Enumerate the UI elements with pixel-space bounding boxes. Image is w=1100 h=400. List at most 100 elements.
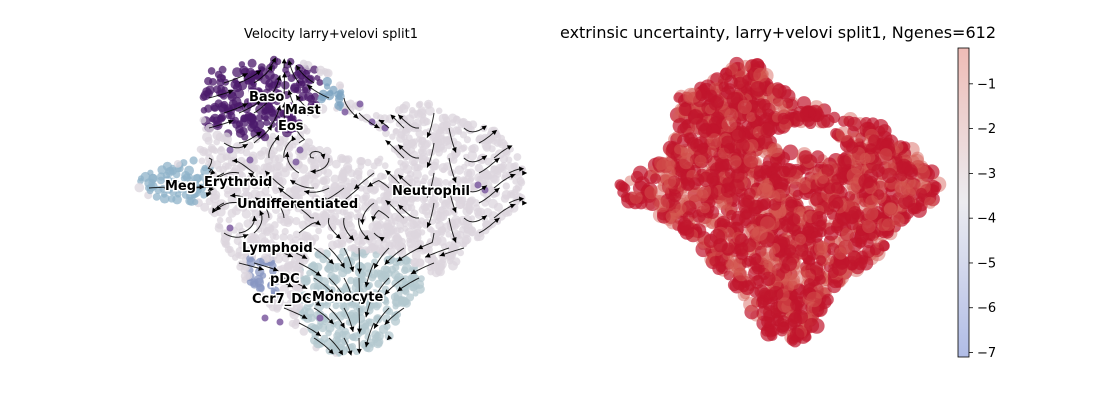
colorbar bbox=[957, 47, 970, 358]
cell-point bbox=[350, 244, 358, 252]
cell-point bbox=[255, 183, 262, 190]
velocity-arrowhead bbox=[398, 204, 404, 210]
cell-point bbox=[168, 186, 178, 196]
cell-point bbox=[196, 145, 205, 154]
uncertainty-point bbox=[831, 174, 842, 185]
uncertainty-point bbox=[882, 218, 895, 231]
cell-point bbox=[342, 293, 351, 302]
colorbar-tick-label: −6 bbox=[977, 301, 996, 316]
cell-point bbox=[467, 198, 474, 205]
cell-point bbox=[264, 223, 274, 232]
cell-point bbox=[291, 171, 299, 180]
cell-point bbox=[311, 195, 321, 205]
cell-point bbox=[298, 187, 307, 197]
velocity-arrowhead bbox=[491, 129, 498, 135]
velocity-arrowhead bbox=[357, 268, 362, 274]
velocity-arrowhead bbox=[296, 95, 301, 101]
cell-point bbox=[402, 220, 409, 228]
cluster-label-neutrophil: Neutrophil bbox=[392, 184, 470, 199]
cell-point bbox=[219, 165, 227, 174]
cell-point bbox=[337, 83, 344, 90]
cell-point bbox=[375, 238, 383, 246]
velocity-arrowhead bbox=[363, 234, 370, 241]
cell-point bbox=[393, 168, 404, 178]
cell-point bbox=[451, 151, 459, 159]
velocity-arrowhead bbox=[284, 152, 290, 158]
cell-point bbox=[338, 268, 348, 278]
velocity-streamline bbox=[392, 116, 405, 129]
cell-point bbox=[300, 275, 311, 286]
cell-point bbox=[286, 204, 293, 212]
cell-point bbox=[342, 199, 352, 209]
uncertainty-point bbox=[697, 143, 709, 155]
velocity-arrowhead bbox=[282, 102, 287, 108]
cell-point bbox=[226, 146, 234, 154]
right-plot-title: extrinsic uncertainty, larry+velovi spli… bbox=[560, 23, 996, 42]
cell-point bbox=[225, 216, 233, 224]
velocity-arrowhead bbox=[359, 219, 365, 225]
cell-point bbox=[362, 323, 368, 330]
cell-point bbox=[391, 234, 400, 243]
velocity-arrowhead bbox=[338, 349, 343, 356]
cell-point bbox=[200, 191, 208, 199]
cell-point bbox=[251, 209, 260, 218]
cell-point bbox=[463, 136, 471, 144]
velocity-arrowhead bbox=[417, 244, 424, 250]
cell-point bbox=[279, 109, 288, 118]
uncertainty-point bbox=[663, 174, 677, 188]
cell-point bbox=[276, 144, 284, 152]
uncertainty-point bbox=[823, 226, 839, 241]
uncertainty-point bbox=[618, 181, 629, 192]
cell-point bbox=[301, 231, 312, 242]
cell-point bbox=[192, 199, 199, 206]
cell-point bbox=[481, 199, 489, 207]
cell-point bbox=[297, 70, 307, 80]
uncertainty-point bbox=[734, 233, 749, 248]
velocity-arrowhead bbox=[287, 282, 293, 288]
velocity-arrowhead bbox=[451, 177, 457, 183]
uncertainty-point bbox=[827, 279, 842, 294]
uncertainty-point bbox=[771, 98, 787, 114]
cell-point bbox=[286, 234, 294, 241]
cell-point bbox=[341, 108, 349, 116]
cell-point bbox=[399, 296, 409, 306]
velocity-arrowhead bbox=[385, 200, 391, 206]
cell-point bbox=[293, 319, 300, 326]
cell-point bbox=[353, 278, 363, 289]
velocity-arrowhead bbox=[357, 328, 362, 334]
cell-point bbox=[319, 284, 330, 294]
velocity-arrowhead bbox=[451, 147, 457, 153]
cell-point bbox=[231, 96, 242, 107]
cell-point bbox=[338, 330, 347, 339]
uncertainty-point bbox=[748, 266, 763, 281]
cell-point bbox=[424, 212, 431, 219]
cell-point bbox=[243, 190, 251, 198]
uncertainty-point bbox=[916, 187, 927, 199]
cell-point bbox=[431, 182, 441, 191]
cell-point bbox=[304, 175, 314, 184]
uncertainty-point bbox=[723, 142, 735, 154]
uncertainty-point bbox=[811, 211, 828, 227]
cell-point bbox=[240, 180, 251, 190]
cell-point bbox=[235, 232, 242, 239]
cell-point bbox=[358, 232, 366, 240]
velocity-arrowhead bbox=[255, 70, 262, 76]
cell-point bbox=[222, 132, 231, 142]
velocity-arrowhead bbox=[509, 173, 516, 179]
uncertainty-point bbox=[767, 256, 782, 271]
colorbar-tick-label: −5 bbox=[977, 256, 996, 271]
cell-point bbox=[411, 251, 421, 261]
uncertainty-point bbox=[881, 167, 898, 184]
velocity-streamline bbox=[328, 337, 342, 353]
cell-point bbox=[234, 204, 242, 212]
velocity-arrowhead bbox=[271, 57, 276, 63]
cluster-label-undifferentiated: Undifferentiated bbox=[237, 197, 358, 212]
cell-point bbox=[259, 272, 267, 279]
cell-point bbox=[279, 284, 290, 295]
cell-point bbox=[271, 228, 279, 236]
cell-point bbox=[289, 118, 297, 126]
uncertainty-point bbox=[762, 121, 778, 137]
cluster-label-eos: Eos bbox=[278, 119, 304, 134]
cell-point bbox=[414, 279, 425, 289]
velocity-arrowhead bbox=[349, 326, 355, 332]
